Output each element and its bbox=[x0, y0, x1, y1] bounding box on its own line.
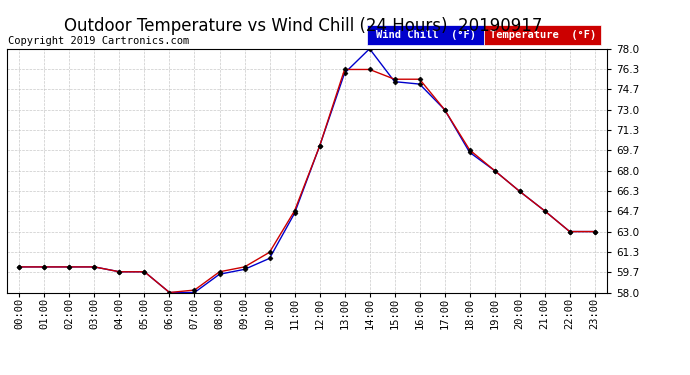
FancyBboxPatch shape bbox=[367, 25, 484, 45]
Text: Temperature  (°F): Temperature (°F) bbox=[489, 30, 595, 40]
Text: Wind Chill  (°F): Wind Chill (°F) bbox=[375, 30, 475, 40]
FancyBboxPatch shape bbox=[484, 25, 601, 45]
Text: Outdoor Temperature vs Wind Chill (24 Hours)  20190917: Outdoor Temperature vs Wind Chill (24 Ho… bbox=[64, 17, 543, 35]
Text: Copyright 2019 Cartronics.com: Copyright 2019 Cartronics.com bbox=[8, 36, 189, 46]
